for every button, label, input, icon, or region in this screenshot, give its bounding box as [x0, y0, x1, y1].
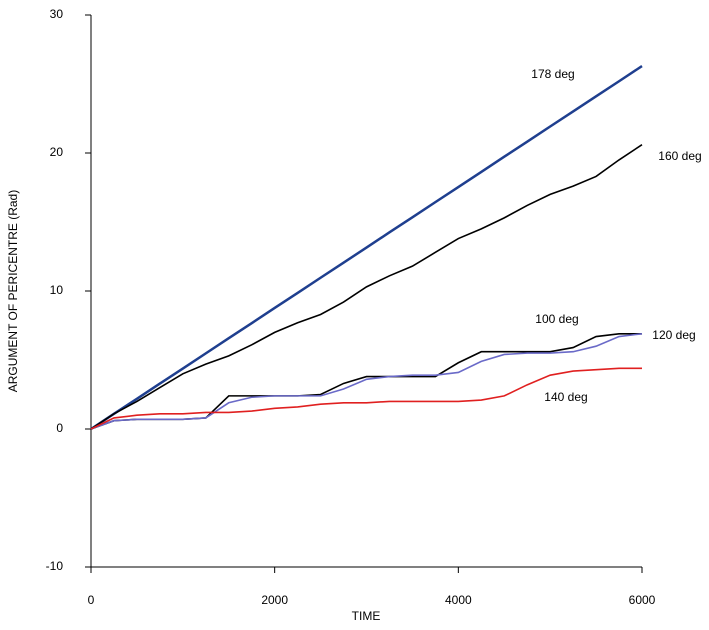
series-label: 140 deg — [544, 390, 587, 404]
y-tick-label: 20 — [50, 145, 64, 159]
y-tick-label: 0 — [56, 421, 63, 435]
series-label: 120 deg — [652, 328, 695, 342]
series-line — [90, 65, 643, 431]
y-tick-label: 30 — [50, 7, 64, 21]
y-axis-label: ARGUMENT OF PERICENTRE (Rad) — [6, 190, 20, 392]
series-line — [90, 367, 642, 430]
series-line — [90, 332, 643, 430]
x-tick-label: 2000 — [261, 593, 288, 607]
x-axis-label: TIME — [352, 609, 381, 623]
y-tick-label: -10 — [46, 559, 64, 573]
series-label: 160 deg — [658, 149, 701, 163]
y-tick-label: 10 — [50, 283, 64, 297]
x-tick-label: 0 — [88, 593, 95, 607]
x-tick-label: 6000 — [629, 593, 656, 607]
series-label: 178 deg — [531, 67, 574, 81]
series-line — [90, 144, 643, 430]
series-label: 100 deg — [535, 312, 578, 326]
series-line — [90, 332, 642, 430]
x-tick-label: 4000 — [445, 593, 472, 607]
